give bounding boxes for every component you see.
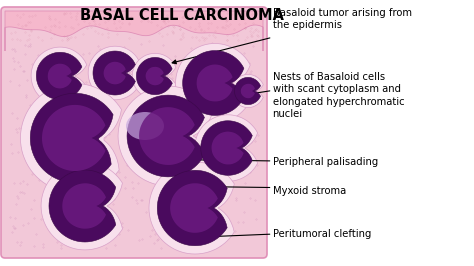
- Polygon shape: [42, 105, 106, 171]
- Polygon shape: [31, 47, 87, 105]
- Polygon shape: [170, 183, 218, 233]
- Polygon shape: [139, 107, 195, 165]
- Polygon shape: [182, 51, 244, 115]
- FancyBboxPatch shape: [1, 7, 267, 258]
- Text: Peripheral palisading: Peripheral palisading: [273, 157, 378, 167]
- Polygon shape: [146, 67, 164, 85]
- Text: Nests of Basaloid cells
with scant cytoplasm and
elongated hyperchromatic
nuclei: Nests of Basaloid cells with scant cytop…: [273, 72, 404, 119]
- Polygon shape: [149, 162, 234, 254]
- Polygon shape: [201, 121, 252, 175]
- Polygon shape: [62, 183, 106, 229]
- Polygon shape: [127, 95, 204, 177]
- Polygon shape: [93, 51, 136, 95]
- Polygon shape: [20, 84, 121, 193]
- Polygon shape: [30, 93, 113, 183]
- Polygon shape: [49, 170, 116, 242]
- Text: BASAL CELL CARCINOMA: BASAL CELL CARCINOMA: [80, 8, 284, 23]
- Ellipse shape: [126, 112, 164, 140]
- Text: Basaloid tumor arising from
the epidermis: Basaloid tumor arising from the epidermi…: [273, 8, 411, 30]
- Polygon shape: [36, 52, 82, 100]
- Polygon shape: [88, 46, 140, 100]
- Polygon shape: [41, 162, 122, 250]
- Polygon shape: [195, 115, 258, 181]
- Polygon shape: [175, 44, 250, 123]
- Polygon shape: [231, 74, 263, 108]
- Polygon shape: [132, 53, 176, 99]
- Text: Myxoid stroma: Myxoid stroma: [273, 186, 346, 196]
- Polygon shape: [137, 57, 172, 95]
- Polygon shape: [241, 84, 255, 98]
- Text: Peritumoral clefting: Peritumoral clefting: [273, 229, 371, 239]
- Polygon shape: [118, 86, 212, 186]
- Polygon shape: [5, 11, 263, 51]
- Polygon shape: [48, 64, 72, 88]
- Polygon shape: [211, 132, 244, 164]
- Polygon shape: [235, 77, 261, 105]
- Polygon shape: [104, 62, 126, 84]
- Polygon shape: [157, 170, 227, 246]
- Polygon shape: [197, 65, 233, 101]
